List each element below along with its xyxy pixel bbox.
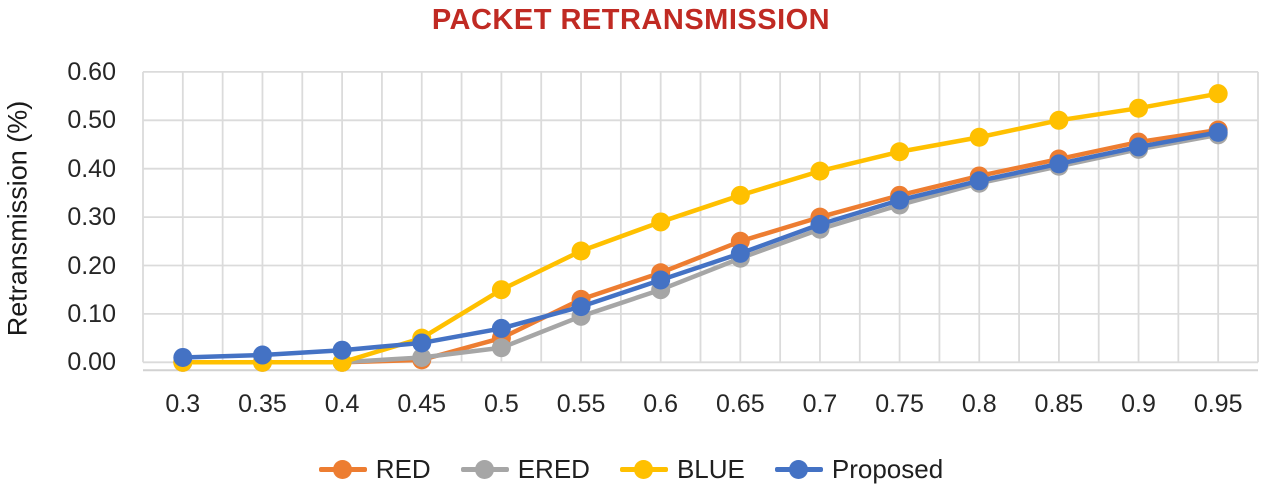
series-line-ERED: [180, 132, 1221, 365]
legend-label-BLUE: BLUE: [676, 453, 745, 484]
series-marker-BLUE: [1129, 98, 1149, 118]
x-tick-label-0.5: 0.5: [484, 390, 519, 418]
y-tick-label-0.20: 0.20: [67, 251, 116, 280]
series-marker-BLUE: [810, 161, 830, 181]
series-marker-Proposed: [730, 243, 750, 263]
legend-marker-RED: [318, 459, 367, 479]
x-tick-label-0.3: 0.3: [165, 390, 201, 418]
series-marker-BLUE: [730, 185, 750, 205]
series-marker-BLUE: [491, 280, 511, 300]
x-tick-label-0.9: 0.9: [1121, 390, 1156, 418]
series-marker-BLUE: [969, 127, 989, 147]
series-line-BLUE: [180, 91, 1221, 365]
series-marker-ERED: [491, 338, 511, 358]
legend-marker-Proposed: [774, 459, 823, 479]
series-marker-BLUE: [1208, 84, 1228, 104]
series-marker-Proposed: [1129, 137, 1149, 157]
x-tick-label-0.35: 0.35: [238, 390, 287, 418]
legend-label-RED: RED: [375, 453, 431, 484]
legend-item-RED: RED: [318, 453, 431, 485]
legend-item-Proposed: Proposed: [774, 453, 944, 485]
series-marker-Proposed: [173, 347, 193, 367]
legend: RED ERED BLUE Proposed: [0, 451, 1262, 487]
x-tick-label-0.95: 0.95: [1193, 390, 1243, 418]
x-tick-label-0.65: 0.65: [715, 390, 765, 418]
chart-title: PACKET RETRANSMISSION: [431, 4, 831, 36]
legend-label-Proposed: Proposed: [831, 453, 944, 484]
x-tick-label-0.6: 0.6: [643, 390, 679, 418]
series-marker-Proposed: [810, 214, 830, 234]
series-marker-Proposed: [651, 270, 671, 290]
series-marker-BLUE: [1049, 110, 1069, 130]
series-marker-Proposed: [491, 318, 511, 338]
x-tick-label-0.7: 0.7: [802, 390, 838, 418]
x-tick-label-0.4: 0.4: [324, 390, 360, 418]
legend-dot-RED: [332, 459, 352, 479]
series-marker-Proposed: [1049, 154, 1069, 174]
series-marker-ERED: [412, 347, 432, 367]
y-tick-label-0.50: 0.50: [67, 106, 116, 135]
series-line-Proposed: [180, 130, 1221, 360]
series-marker-Proposed: [969, 171, 989, 191]
series-marker-Proposed: [252, 345, 272, 365]
y-axis-title: Retransmission (%): [2, 100, 33, 337]
y-tick-label-0.10: 0.10: [67, 299, 116, 328]
series-marker-Proposed: [332, 340, 352, 360]
x-tick-label-0.55: 0.55: [556, 390, 606, 418]
x-tick-label-0.8: 0.8: [961, 390, 997, 418]
series-marker-BLUE: [651, 212, 671, 232]
legend-marker-BLUE: [619, 459, 668, 479]
legend-dot-Proposed: [788, 459, 808, 479]
x-tick-label-0.85: 0.85: [1034, 390, 1084, 418]
legend-label-ERED: ERED: [517, 453, 590, 484]
series-Proposed: [173, 122, 1228, 367]
series-marker-BLUE: [571, 241, 591, 261]
y-tick-label-0.60: 0.60: [67, 57, 116, 86]
x-tick-label-0.45: 0.45: [397, 390, 447, 418]
legend-dot-BLUE: [633, 459, 653, 479]
legend-item-ERED: ERED: [460, 453, 590, 485]
series-marker-Proposed: [1208, 122, 1228, 142]
y-tick-label-0.00: 0.00: [67, 348, 116, 377]
y-tick-label-0.30: 0.30: [67, 203, 116, 232]
series-marker-Proposed: [890, 190, 910, 210]
series-marker-Proposed: [571, 297, 591, 317]
x-tick-label-0.75: 0.75: [875, 390, 924, 418]
y-tick-label-0.40: 0.40: [67, 154, 116, 183]
legend-item-BLUE: BLUE: [619, 453, 745, 485]
legend-marker-ERED: [460, 459, 509, 479]
series-marker-Proposed: [412, 333, 432, 353]
series-marker-BLUE: [890, 142, 910, 162]
legend-dot-ERED: [474, 459, 494, 479]
